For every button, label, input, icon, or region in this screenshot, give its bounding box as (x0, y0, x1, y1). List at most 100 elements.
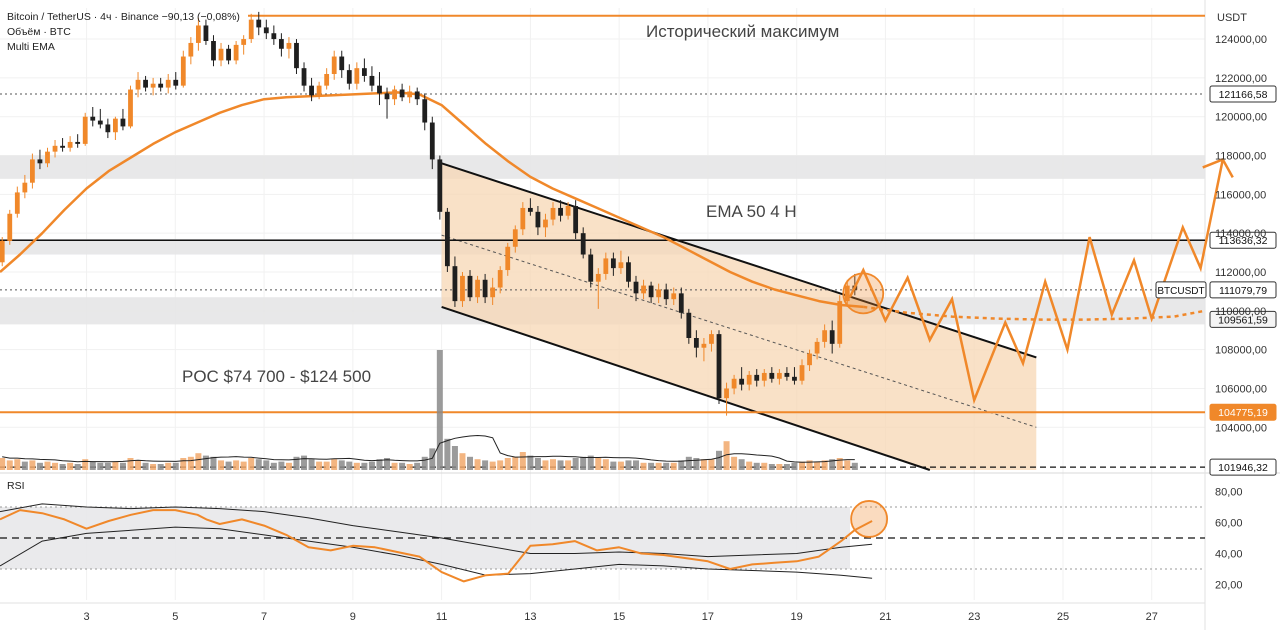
volume-bar (716, 451, 722, 470)
volume-bar (708, 459, 714, 470)
price-tick-label: 114000,00 (1215, 228, 1266, 240)
candle-body (173, 80, 178, 86)
volume-bar (316, 462, 322, 470)
volume-bar (625, 460, 631, 470)
volume-bar (505, 458, 511, 470)
volume-bar (135, 460, 141, 470)
candle-body (287, 43, 292, 49)
candle-body (709, 334, 714, 344)
time-axis[interactable]: 3 5 7 9 11 13 15 17 19 21 23 25 27 (0, 603, 1205, 623)
candle-body (407, 91, 412, 97)
volume-bar (271, 463, 277, 470)
candle-body (234, 45, 239, 61)
volume-bar (731, 457, 737, 470)
volume-bar (648, 463, 654, 470)
volume-bar (603, 459, 609, 470)
level-tag-text: 104775,19 (1218, 407, 1268, 419)
legend-ema[interactable]: Multi EMA (7, 41, 55, 53)
time-tick-label: 15 (613, 611, 625, 623)
candle-body (641, 286, 646, 294)
candle-body (815, 342, 820, 354)
annotation-ath: Исторический максимум (646, 22, 839, 41)
volume-bar (331, 459, 337, 470)
sr-zone (0, 156, 1205, 179)
volume-bar (52, 463, 58, 470)
candle-body (837, 301, 842, 344)
volume-bar (195, 453, 201, 470)
candle-body (694, 338, 699, 348)
candle-body (468, 276, 473, 297)
candle-body (377, 86, 382, 94)
candle-body (611, 258, 616, 268)
volume-bar (226, 462, 232, 470)
legend-symbol[interactable]: Bitcoin / TetherUS · 4ч · Binance −90,13… (7, 11, 240, 23)
volume-bar (180, 458, 186, 470)
time-tick-label: 17 (702, 611, 714, 623)
symbol-tag-text: BTCUSDT (1157, 286, 1204, 297)
volume-bar (309, 459, 315, 470)
rsi-tick-label: 80,00 (1215, 487, 1243, 499)
volume-bar (550, 459, 556, 470)
volume-bar (580, 457, 586, 470)
volume-bar (188, 457, 194, 470)
candle-body (679, 293, 684, 312)
volume-bar (497, 460, 503, 470)
volume-bar (512, 457, 518, 470)
level-tag-text: 111079,79 (1219, 285, 1267, 297)
volume-bar (444, 439, 450, 470)
candle-body (370, 76, 375, 86)
volume-bar (14, 459, 20, 470)
candle-body (490, 288, 495, 298)
price-tick-label: 108000,00 (1215, 345, 1267, 357)
candle-body (188, 43, 193, 57)
volume-bar (437, 350, 443, 470)
volume-bar (610, 462, 616, 470)
volume-bar (346, 462, 352, 470)
volume-bar (97, 463, 103, 470)
candle-body (634, 282, 639, 294)
candle-body (0, 241, 5, 262)
volume-bar (67, 463, 73, 470)
candle-body (785, 373, 790, 377)
volume-bar (656, 463, 662, 470)
volume-bar (392, 463, 398, 470)
time-tick-label: 7 (261, 611, 267, 623)
volume-bar (746, 462, 752, 470)
candle-body (22, 183, 27, 193)
candle-body (7, 214, 12, 241)
time-tick-label: 3 (83, 611, 89, 623)
legend-volume[interactable]: Объём · BTC (7, 26, 71, 38)
price-tick-label: 112000,00 (1215, 267, 1266, 279)
candle-body (30, 159, 35, 182)
candle-body (437, 159, 442, 211)
price-tick-label: 122000,00 (1215, 73, 1267, 85)
volume-bar (520, 452, 526, 470)
candle-body (400, 90, 405, 98)
volume-bar (361, 463, 367, 470)
volume-bar (286, 463, 292, 470)
volume-bar (339, 460, 345, 470)
volume-bar (527, 456, 533, 470)
candle-body (181, 57, 186, 86)
candle-body (158, 84, 163, 88)
volume-bar (407, 464, 413, 470)
candle-body (445, 212, 450, 266)
candle-body (822, 330, 827, 342)
candle-body (226, 49, 231, 61)
candle-body (551, 208, 556, 220)
time-tick-label: 23 (968, 611, 980, 623)
candle-body (664, 289, 669, 299)
time-tick-label: 13 (524, 611, 536, 623)
candle-body (800, 365, 805, 381)
price-tick-label: 124000,00 (1215, 34, 1267, 46)
candle-body (686, 313, 691, 338)
candle-body (475, 280, 480, 297)
volume-bar (0, 458, 5, 470)
candle-body (38, 159, 43, 163)
candle-body (513, 229, 518, 246)
volume-bar (784, 464, 790, 470)
volume-bar (618, 462, 624, 470)
candle-body (566, 206, 571, 216)
candle-body (430, 123, 435, 160)
